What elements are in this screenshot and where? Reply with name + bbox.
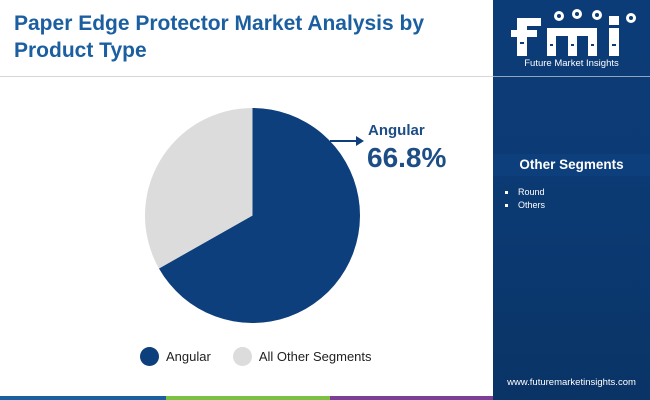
segment-label: Others — [518, 200, 546, 210]
website-link[interactable]: www.futuremarketinsights.com — [507, 377, 636, 388]
bottom-bar-green — [166, 396, 330, 400]
bottom-color-bar — [0, 396, 493, 400]
bullet-icon — [505, 191, 508, 194]
callout-label: Angular — [368, 122, 425, 139]
chart-title: Paper Edge Protector Market Analysis by … — [14, 12, 425, 62]
logo-icon — [511, 9, 636, 56]
pie-slice-other-segments — [145, 108, 253, 269]
main-panel: Paper Edge Protector Market Analysis by … — [0, 12, 493, 400]
legend-label: Angular — [166, 349, 211, 364]
pie-slice-angular — [158, 108, 360, 323]
title-divider — [0, 76, 493, 77]
pie-chart — [145, 108, 360, 323]
bottom-bar-blue — [0, 396, 166, 400]
bullet-icon — [505, 204, 508, 207]
logo-subtitle: Future Market Insights — [524, 58, 619, 69]
callout-arrow-icon — [330, 136, 364, 146]
bottom-bar-purple — [330, 396, 493, 400]
legend-item-other-segments: All Other Segments — [232, 347, 372, 366]
sidebar: Future Market Insights Other Segments Ro… — [493, 0, 650, 400]
other-segments-heading: Other Segments — [493, 154, 650, 176]
legend-swatch-angular — [140, 347, 159, 366]
legend-item-angular: Angular — [140, 347, 211, 366]
segment-label: Round — [518, 187, 545, 197]
other-segments-list: Round Others — [505, 186, 545, 212]
logo: Future Market Insights — [501, 6, 642, 72]
legend-label: All Other Segments — [258, 349, 372, 364]
list-item: Others — [505, 199, 545, 212]
legend: Angular All Other Segments — [140, 347, 394, 366]
legend-swatch-other-segments — [232, 347, 252, 366]
sidebar-divider — [493, 76, 650, 77]
list-item: Round — [505, 186, 545, 199]
callout-value: 66.8% — [367, 142, 447, 173]
